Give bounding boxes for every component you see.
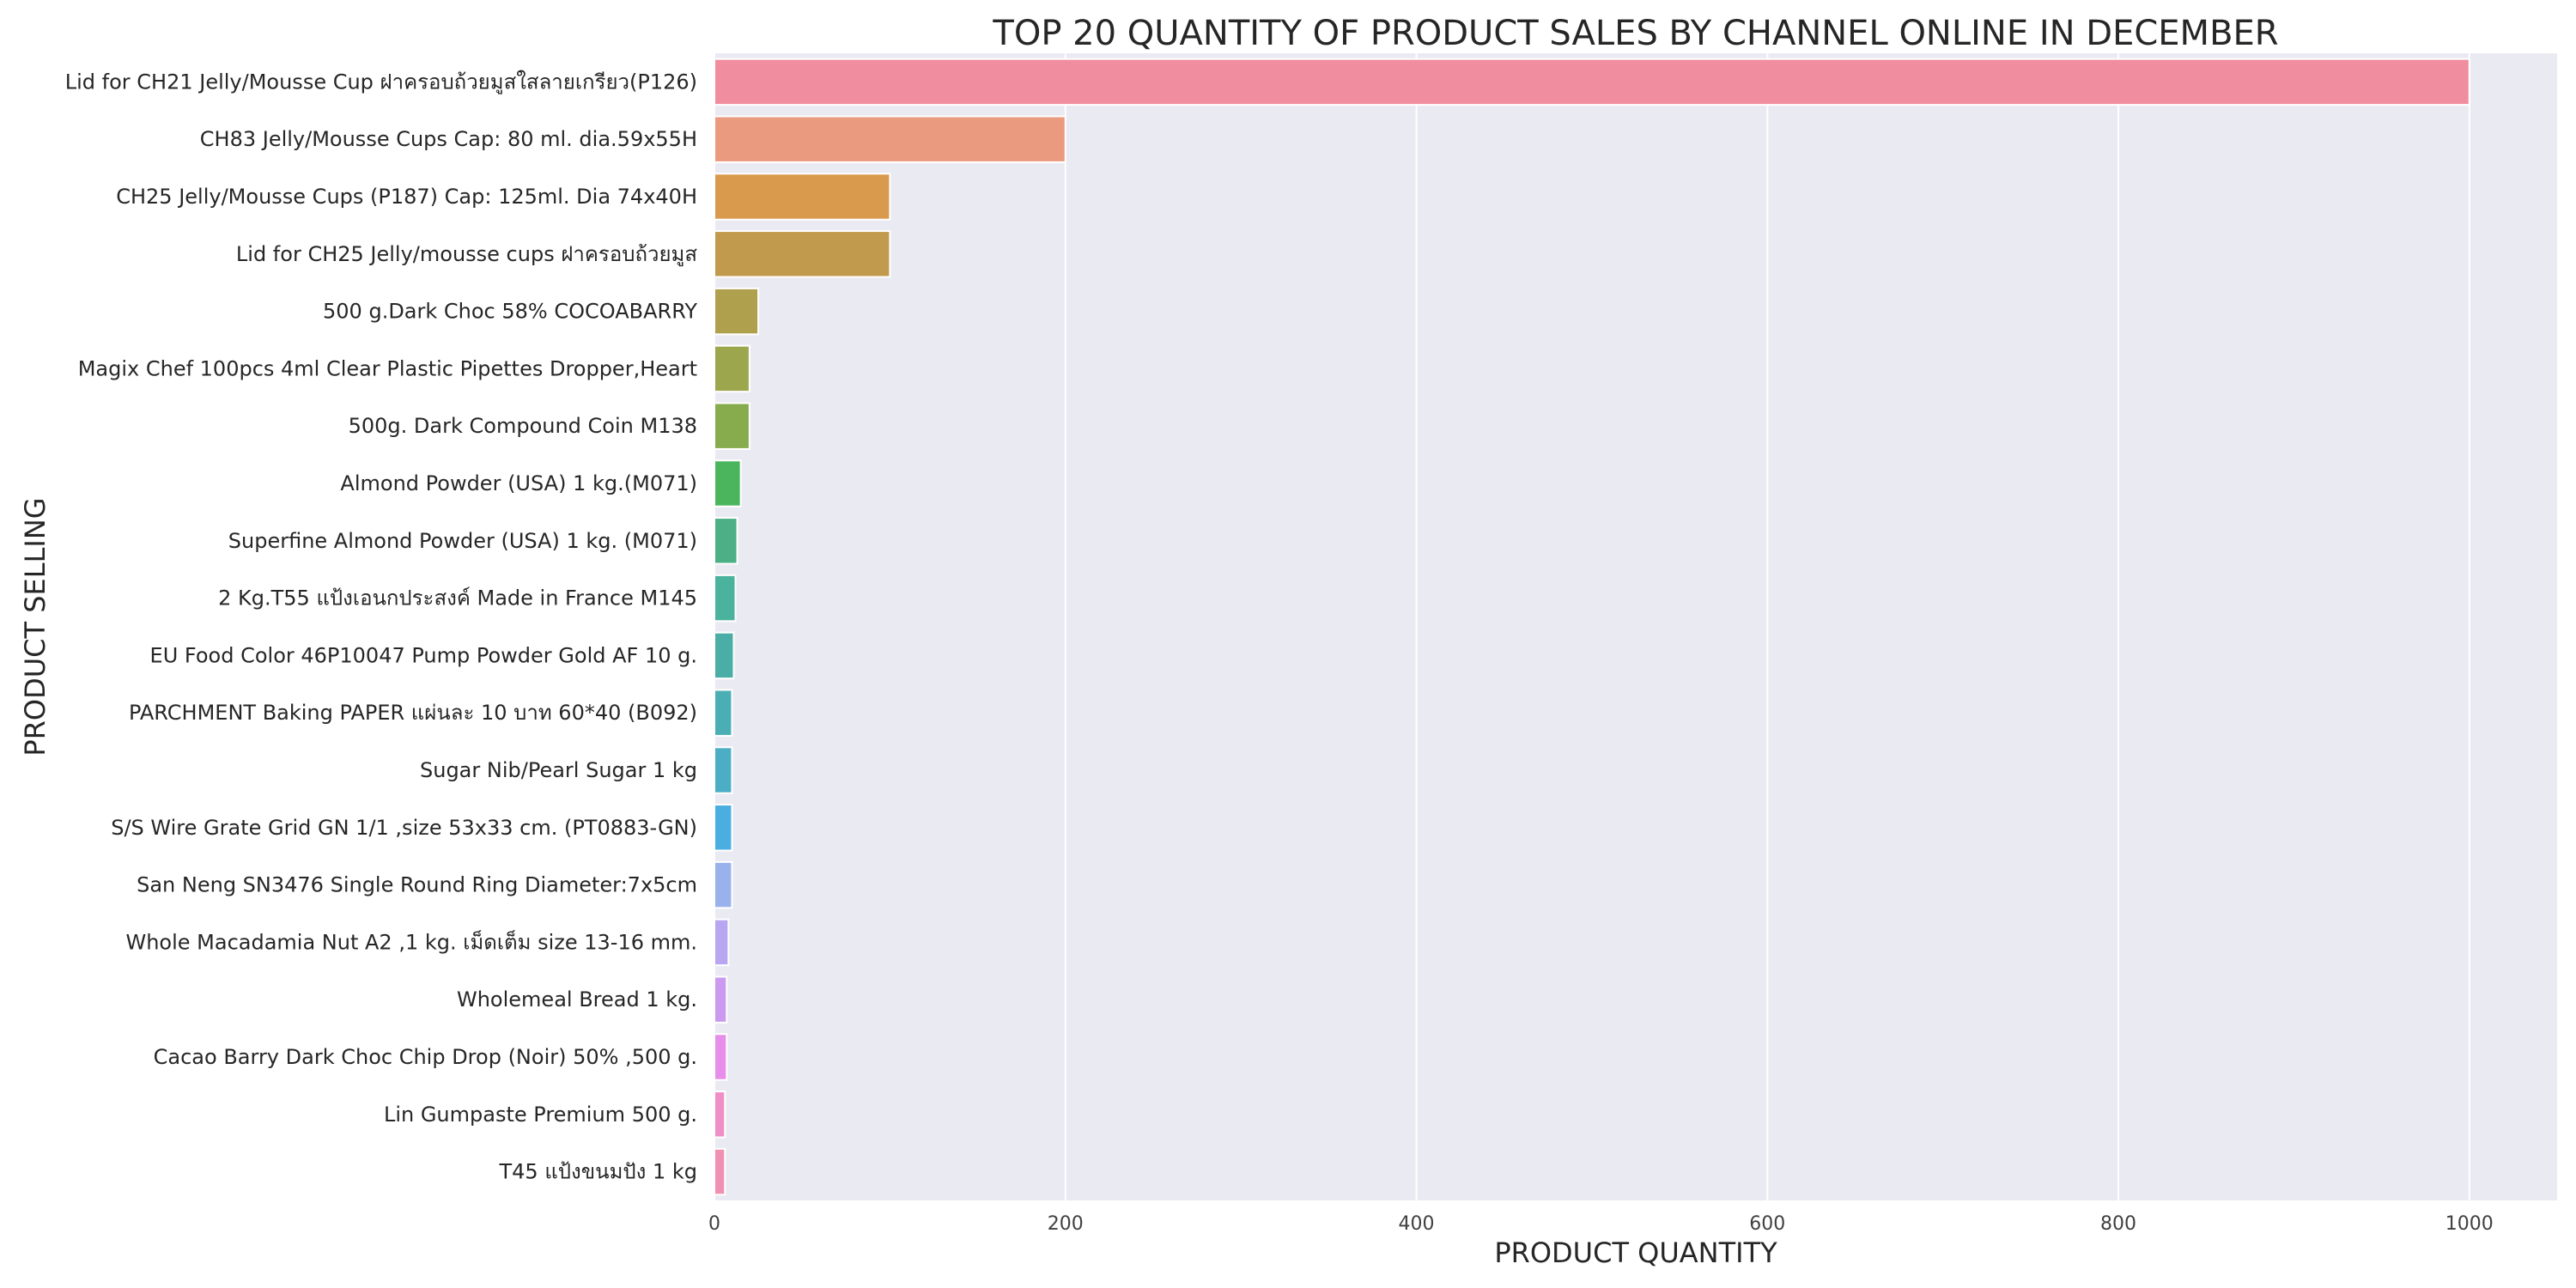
bar <box>714 173 891 221</box>
bar <box>714 287 760 336</box>
y-tick-label: Almond Powder (USA) 1 kg.(M071) <box>340 471 697 495</box>
y-tick-label: 2 Kg.T55 แป้งเอนกประสงค์ Made in France … <box>218 586 697 611</box>
y-tick-labels: Lid for CH21 Jelly/Mousse Cup ฝาครอบถ้วย… <box>65 70 698 1183</box>
y-tick-label: Lid for CH25 Jelly/mousse cups ฝาครอบถ้ว… <box>236 242 697 267</box>
y-tick-label: 500g. Dark Compound Coin M138 <box>349 414 697 438</box>
x-tick-label: 0 <box>708 1213 720 1235</box>
bar <box>714 58 2470 106</box>
bar <box>714 918 730 967</box>
x-tick-label: 400 <box>1399 1213 1435 1235</box>
bar <box>714 344 750 393</box>
y-tick-label: Lid for CH21 Jelly/Mousse Cup ฝาครอบถ้วย… <box>65 70 697 94</box>
y-tick-label: Cacao Barry Dark Choc Chip Drop (Noir) 5… <box>154 1045 697 1069</box>
bars <box>714 58 2470 1196</box>
bar <box>714 1091 726 1139</box>
bar <box>714 517 738 565</box>
bar <box>714 459 742 507</box>
y-tick-label: PARCHMENT Baking PAPER แผ่นละ 10 บาท 60*… <box>129 701 697 725</box>
y-tick-label: EU Food Color 46P10047 Pump Powder Gold … <box>150 643 697 667</box>
x-tick-label: 600 <box>1749 1213 1785 1235</box>
y-tick-label: 500 g.Dark Choc 58% COCOABARRY <box>323 300 697 324</box>
bar <box>714 689 733 737</box>
x-tick-label: 200 <box>1048 1213 1084 1235</box>
y-tick-label: Sugar Nib/Pearl Sugar 1 kg <box>420 758 697 782</box>
y-axis-label: PRODUCT SELLING <box>19 497 52 756</box>
bar <box>714 1147 726 1196</box>
x-tick-label: 800 <box>2100 1213 2136 1235</box>
bar <box>714 230 891 278</box>
y-tick-label: CH83 Jelly/Mousse Cups Cap: 80 ml. dia.5… <box>200 127 697 151</box>
y-tick-label: Wholemeal Bread 1 kg. <box>457 987 697 1012</box>
plot-area <box>714 53 2557 1200</box>
y-tick-label: T45 แป้งขนมปัง 1 kg <box>499 1160 698 1184</box>
bar <box>714 631 735 680</box>
bar <box>714 860 733 909</box>
y-tick-label: Magix Chef 100pcs 4ml Clear Plastic Pipe… <box>78 356 697 380</box>
x-tick-label: 1000 <box>2445 1213 2494 1235</box>
bar <box>714 1033 728 1081</box>
y-tick-label: Lin Gumpaste Premium 500 g. <box>384 1103 697 1127</box>
y-tick-label: San Neng SN3476 Single Round Ring Diamet… <box>137 873 697 897</box>
y-tick-label: S/S Wire Grate Grid GN 1/1 ,size 53x33 c… <box>111 816 697 840</box>
bar <box>714 115 1066 163</box>
chart-title: TOP 20 QUANTITY OF PRODUCT SALES BY CHAN… <box>992 14 2278 53</box>
bar <box>714 402 750 450</box>
bar <box>714 746 733 794</box>
x-tick-labels: 0 200 400 600 800 1000 <box>708 1213 2494 1235</box>
y-tick-label: Superfine Almond Powder (USA) 1 kg. (M07… <box>228 529 697 553</box>
bar <box>714 975 728 1024</box>
bar <box>714 804 733 852</box>
y-tick-label: CH25 Jelly/Mousse Cups (P187) Cap: 125ml… <box>116 185 697 209</box>
bar <box>714 574 737 623</box>
y-tick-label: Whole Macadamia Nut A2 ,1 kg. เม็ดเต็ม s… <box>125 929 697 954</box>
x-axis-label: PRODUCT QUANTITY <box>1494 1236 1777 1269</box>
